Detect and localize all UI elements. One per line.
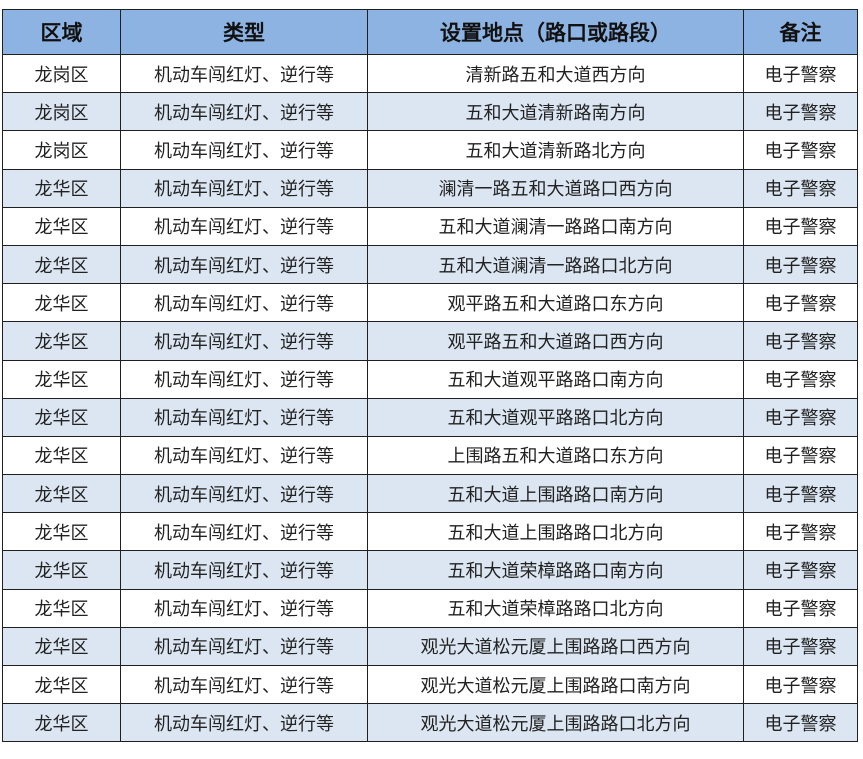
cell-type: 机动车闯红灯、逆行等 xyxy=(120,168,368,208)
header-row: 区域 类型 设置地点（路口或路段） 备注 xyxy=(2,9,858,55)
cell-remarks: 电子警察 xyxy=(743,703,858,743)
cell-type: 机动车闯红灯、逆行等 xyxy=(120,321,368,361)
table-row: 龙华区 机动车闯红灯、逆行等 观平路五和大道路口东方向 电子警察 xyxy=(2,283,858,323)
cell-type: 机动车闯红灯、逆行等 xyxy=(120,626,368,667)
cell-type: 机动车闯红灯、逆行等 xyxy=(120,206,368,246)
cell-location: 五和大道上围路路口北方向 xyxy=(367,512,744,552)
header-district: 区域 xyxy=(2,9,121,55)
cell-type: 机动车闯红灯、逆行等 xyxy=(120,664,368,705)
camera-locations-table: 区域 类型 设置地点（路口或路段） 备注 龙岗区 机动车闯红灯、逆行等 清新路五和大… xyxy=(2,9,858,743)
cell-remarks: 电子警察 xyxy=(743,244,858,285)
cell-type: 机动车闯红灯、逆行等 xyxy=(120,435,368,476)
cell-location: 五和大道荣樟路路口北方向 xyxy=(367,588,744,628)
cell-district: 龙华区 xyxy=(2,321,121,361)
table-row: 龙华区 机动车闯红灯、逆行等 五和大道澜清一路路口南方向 电子警察 xyxy=(2,206,858,246)
cell-district: 龙岗区 xyxy=(2,92,121,132)
table-row: 龙华区 机动车闯红灯、逆行等 观光大道松元厦上围路路口北方向 电子警察 xyxy=(2,703,858,743)
table-row: 龙华区 机动车闯红灯、逆行等 观光大道松元厦上围路路口西方向 电子警察 xyxy=(2,626,858,667)
cell-remarks: 电子警察 xyxy=(743,92,858,132)
cell-location: 五和大道观平路路口南方向 xyxy=(367,359,744,399)
cell-district: 龙华区 xyxy=(2,359,121,399)
cell-type: 机动车闯红灯、逆行等 xyxy=(120,474,368,514)
cell-remarks: 电子警察 xyxy=(743,588,858,628)
table-row: 龙华区 机动车闯红灯、逆行等 五和大道荣樟路路口北方向 电子警察 xyxy=(2,588,858,628)
cell-remarks: 电子警察 xyxy=(743,435,858,476)
cell-location: 观平路五和大道路口西方向 xyxy=(367,321,744,361)
cell-district: 龙华区 xyxy=(2,664,121,705)
table-row: 龙华区 机动车闯红灯、逆行等 五和大道观平路路口南方向 电子警察 xyxy=(2,359,858,399)
table-body: 龙岗区 机动车闯红灯、逆行等 清新路五和大道西方向 电子警察 龙岗区 机动车闯红灯、逆行等… xyxy=(2,53,858,743)
cell-location: 五和大道清新路南方向 xyxy=(367,92,744,132)
cell-type: 机动车闯红灯、逆行等 xyxy=(120,359,368,399)
cell-location: 上围路五和大道路口东方向 xyxy=(367,435,744,476)
cell-district: 龙华区 xyxy=(2,626,121,667)
cell-type: 机动车闯红灯、逆行等 xyxy=(120,512,368,552)
table-row: 龙岗区 机动车闯红灯、逆行等 五和大道清新路北方向 电子警察 xyxy=(2,130,858,170)
cell-type: 机动车闯红灯、逆行等 xyxy=(120,588,368,628)
table-row: 龙华区 机动车闯红灯、逆行等 观平路五和大道路口西方向 电子警察 xyxy=(2,321,858,361)
cell-type: 机动车闯红灯、逆行等 xyxy=(120,92,368,132)
cell-type: 机动车闯红灯、逆行等 xyxy=(120,397,368,437)
cell-remarks: 电子警察 xyxy=(743,321,858,361)
cell-remarks: 电子警察 xyxy=(743,53,858,94)
cell-remarks: 电子警察 xyxy=(743,130,858,170)
cell-location: 五和大道澜清一路路口北方向 xyxy=(367,244,744,285)
cell-district: 龙岗区 xyxy=(2,130,121,170)
cell-location: 观光大道松元厦上围路路口西方向 xyxy=(367,626,744,667)
cell-district: 龙华区 xyxy=(2,512,121,552)
cell-location: 观平路五和大道路口东方向 xyxy=(367,283,744,323)
cell-location: 观光大道松元厦上围路路口南方向 xyxy=(367,664,744,705)
cell-type: 机动车闯红灯、逆行等 xyxy=(120,703,368,743)
table-row: 龙华区 机动车闯红灯、逆行等 五和大道澜清一路路口北方向 电子警察 xyxy=(2,244,858,285)
cell-remarks: 电子警察 xyxy=(743,626,858,667)
cell-district: 龙华区 xyxy=(2,703,121,743)
cell-district: 龙华区 xyxy=(2,206,121,246)
cell-remarks: 电子警察 xyxy=(743,283,858,323)
cell-type: 机动车闯红灯、逆行等 xyxy=(120,130,368,170)
cell-remarks: 电子警察 xyxy=(743,474,858,514)
cell-remarks: 电子警察 xyxy=(743,664,858,705)
cell-location: 五和大道观平路路口北方向 xyxy=(367,397,744,437)
header-remarks: 备注 xyxy=(743,9,858,55)
cell-remarks: 电子警察 xyxy=(743,168,858,208)
cell-type: 机动车闯红灯、逆行等 xyxy=(120,550,368,590)
cell-remarks: 电子警察 xyxy=(743,397,858,437)
cell-location: 五和大道澜清一路路口南方向 xyxy=(367,206,744,246)
cell-district: 龙华区 xyxy=(2,397,121,437)
cell-district: 龙华区 xyxy=(2,244,121,285)
cell-district: 龙华区 xyxy=(2,550,121,590)
table-row: 龙华区 机动车闯红灯、逆行等 五和大道上围路路口北方向 电子警察 xyxy=(2,512,858,552)
table-row: 龙华区 机动车闯红灯、逆行等 五和大道观平路路口北方向 电子警察 xyxy=(2,397,858,437)
cell-type: 机动车闯红灯、逆行等 xyxy=(120,53,368,94)
table-row: 龙岗区 机动车闯红灯、逆行等 清新路五和大道西方向 电子警察 xyxy=(2,53,858,94)
cell-location: 清新路五和大道西方向 xyxy=(367,53,744,94)
cell-type: 机动车闯红灯、逆行等 xyxy=(120,283,368,323)
header-type: 类型 xyxy=(120,9,368,55)
table-row: 龙华区 机动车闯红灯、逆行等 观光大道松元厦上围路路口南方向 电子警察 xyxy=(2,664,858,705)
table-row: 龙岗区 机动车闯红灯、逆行等 五和大道清新路南方向 电子警察 xyxy=(2,92,858,132)
header-location: 设置地点（路口或路段） xyxy=(367,9,744,55)
cell-location: 观光大道松元厦上围路路口北方向 xyxy=(367,703,744,743)
cell-district: 龙华区 xyxy=(2,283,121,323)
table-header: 区域 类型 设置地点（路口或路段） 备注 xyxy=(2,9,858,55)
cell-district: 龙华区 xyxy=(2,588,121,628)
table-row: 龙华区 机动车闯红灯、逆行等 澜清一路五和大道路口西方向 电子警察 xyxy=(2,168,858,208)
cell-district: 龙华区 xyxy=(2,474,121,514)
cell-location: 澜清一路五和大道路口西方向 xyxy=(367,168,744,208)
table-row: 龙华区 机动车闯红灯、逆行等 五和大道荣樟路路口南方向 电子警察 xyxy=(2,550,858,590)
cell-location: 五和大道上围路路口南方向 xyxy=(367,474,744,514)
table-row: 龙华区 机动车闯红灯、逆行等 五和大道上围路路口南方向 电子警察 xyxy=(2,474,858,514)
cell-remarks: 电子警察 xyxy=(743,359,858,399)
table-row: 龙华区 机动车闯红灯、逆行等 上围路五和大道路口东方向 电子警察 xyxy=(2,435,858,476)
cell-district: 龙华区 xyxy=(2,435,121,476)
cell-remarks: 电子警察 xyxy=(743,512,858,552)
cell-remarks: 电子警察 xyxy=(743,206,858,246)
cell-district: 龙岗区 xyxy=(2,53,121,94)
cell-location: 五和大道荣樟路路口南方向 xyxy=(367,550,744,590)
cell-type: 机动车闯红灯、逆行等 xyxy=(120,244,368,285)
cell-district: 龙华区 xyxy=(2,168,121,208)
cell-remarks: 电子警察 xyxy=(743,550,858,590)
cell-location: 五和大道清新路北方向 xyxy=(367,130,744,170)
